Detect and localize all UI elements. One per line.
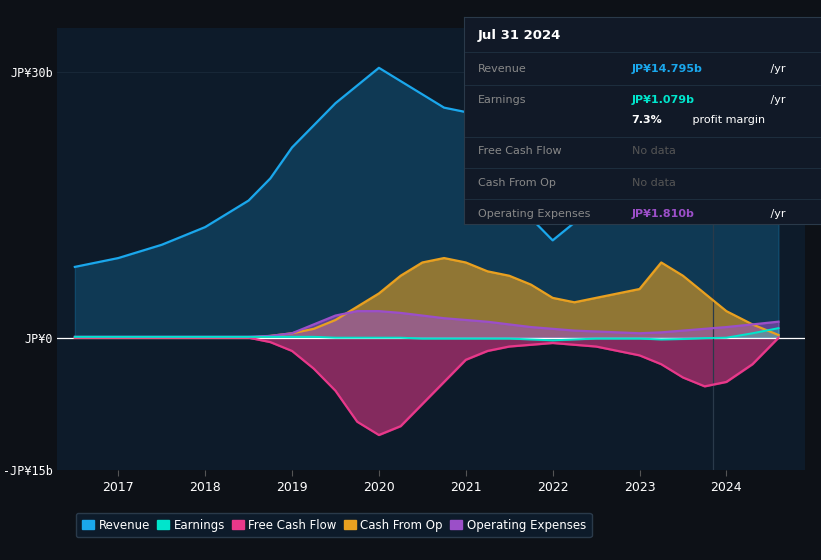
Text: JP¥1.079b: JP¥1.079b (631, 95, 695, 105)
Text: No data: No data (631, 147, 676, 156)
Text: profit margin: profit margin (689, 115, 765, 125)
Text: /yr: /yr (768, 95, 786, 105)
Legend: Revenue, Earnings, Free Cash Flow, Cash From Op, Operating Expenses: Revenue, Earnings, Free Cash Flow, Cash … (76, 513, 592, 538)
Text: Jul 31 2024: Jul 31 2024 (478, 29, 562, 42)
Text: No data: No data (631, 178, 676, 188)
Text: Cash From Op: Cash From Op (478, 178, 556, 188)
Text: JP¥1.810b: JP¥1.810b (631, 209, 695, 218)
Text: Operating Expenses: Operating Expenses (478, 209, 590, 218)
Text: Free Cash Flow: Free Cash Flow (478, 147, 562, 156)
Text: Earnings: Earnings (478, 95, 526, 105)
Text: Revenue: Revenue (478, 64, 527, 73)
Text: /yr: /yr (768, 209, 786, 218)
Text: JP¥14.795b: JP¥14.795b (631, 64, 703, 73)
Text: /yr: /yr (768, 64, 786, 73)
Text: 7.3%: 7.3% (631, 115, 663, 125)
